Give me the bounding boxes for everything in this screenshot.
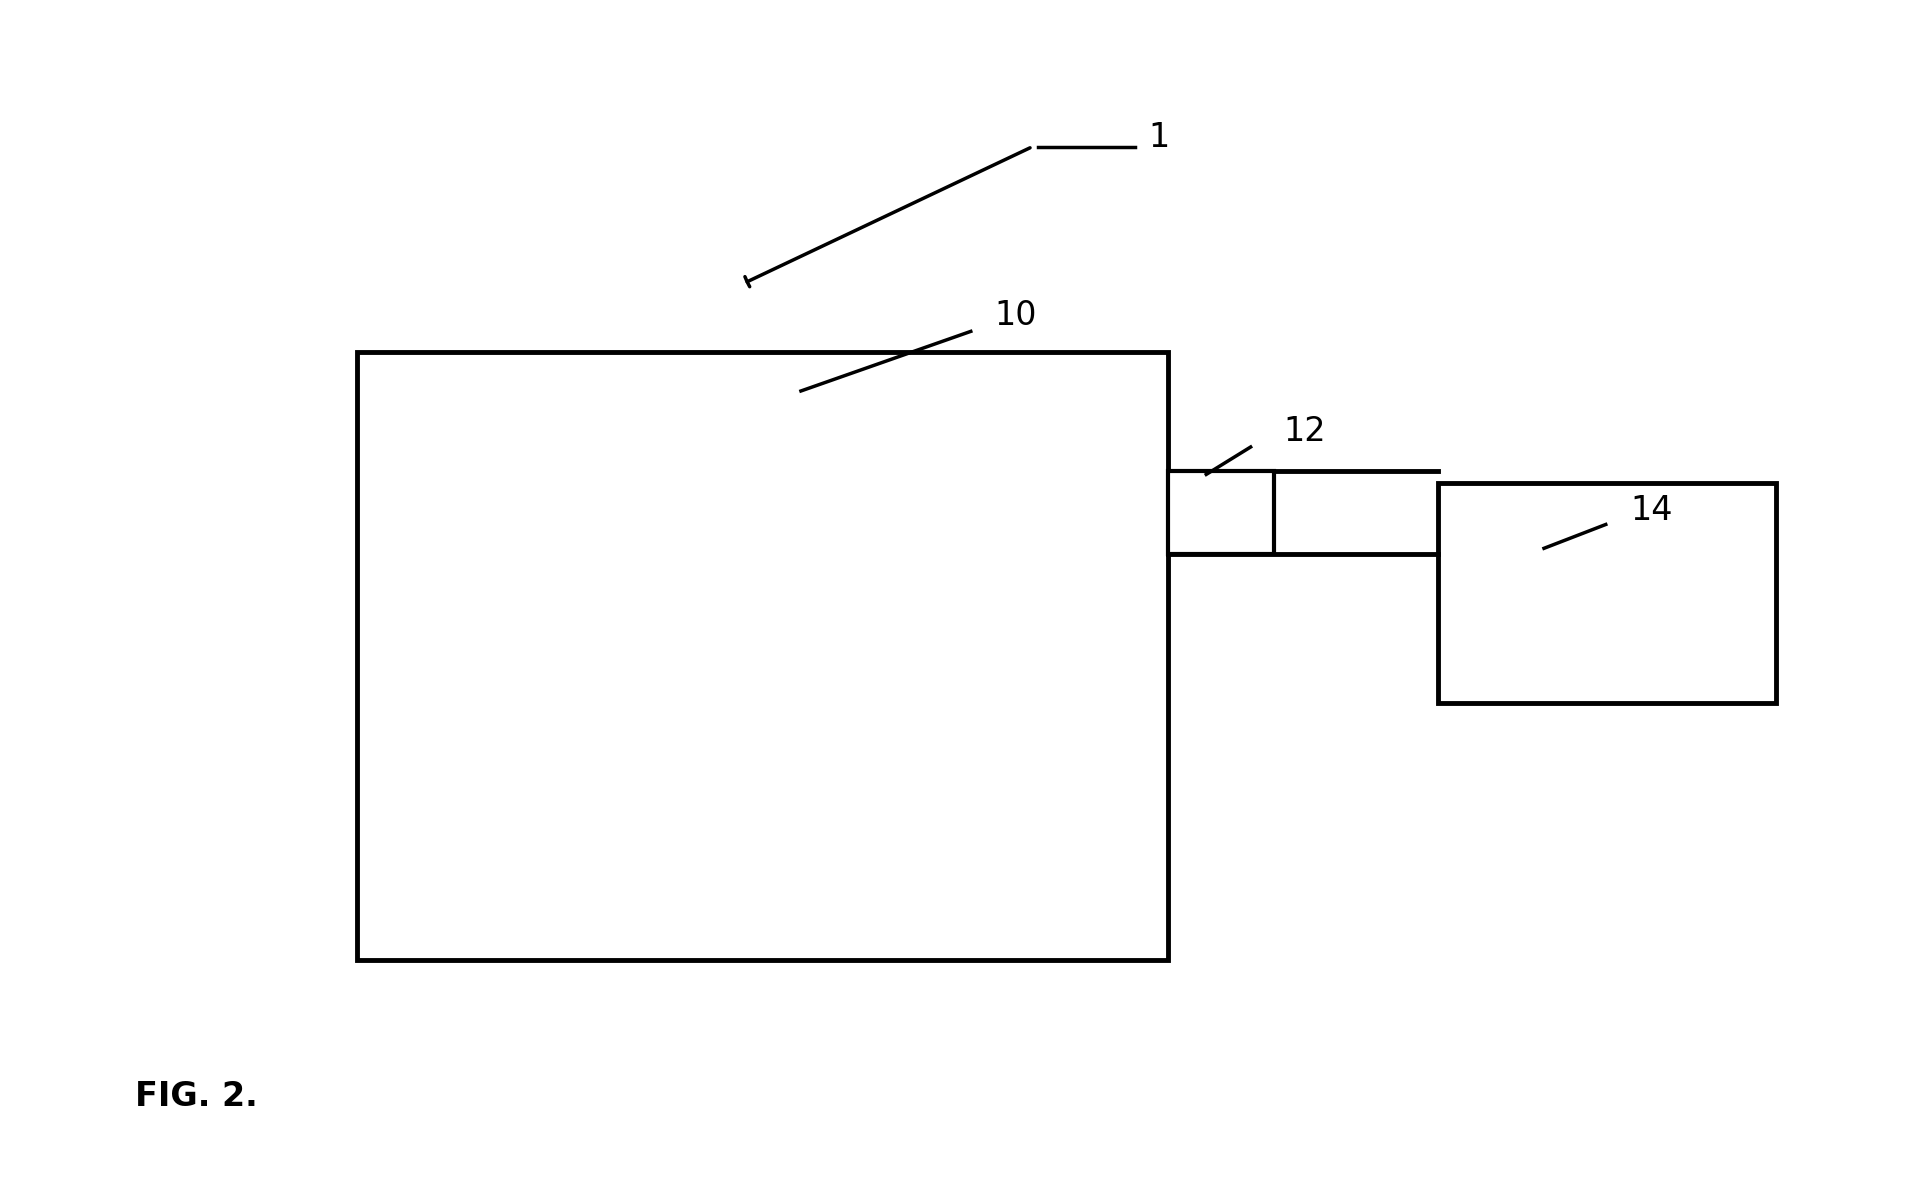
- Bar: [357, 352, 1168, 960]
- Text: FIG. 2.: FIG. 2.: [135, 1080, 259, 1113]
- Text: 1: 1: [1148, 120, 1170, 154]
- Text: 12: 12: [1283, 415, 1326, 448]
- Text: 14: 14: [1631, 493, 1673, 527]
- Bar: [1168, 471, 1274, 554]
- Bar: [1438, 483, 1776, 703]
- Text: 10: 10: [994, 299, 1036, 333]
